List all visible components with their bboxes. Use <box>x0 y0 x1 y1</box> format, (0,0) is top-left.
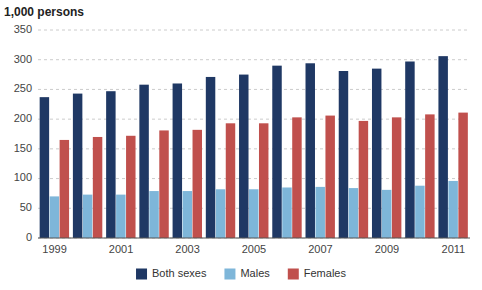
bar <box>40 97 49 238</box>
y-tick-label: 250 <box>14 82 32 94</box>
grid-line <box>38 238 470 239</box>
series <box>60 113 468 238</box>
bar <box>50 196 59 238</box>
bar <box>139 85 148 238</box>
bar <box>239 75 248 238</box>
bar <box>382 190 391 238</box>
bar <box>106 91 115 238</box>
bar <box>60 140 69 238</box>
grid-line <box>38 59 470 60</box>
bar <box>93 137 102 238</box>
bar <box>73 94 82 238</box>
y-tick-label: 150 <box>14 142 32 154</box>
legend-swatch <box>224 269 235 280</box>
bar <box>216 189 225 238</box>
x-tick-label: 2001 <box>109 243 133 255</box>
legend-label: Females <box>304 267 347 279</box>
legend: Both sexes Males Females <box>136 267 346 280</box>
bar <box>315 187 324 238</box>
bar <box>415 186 424 238</box>
bar <box>126 136 135 238</box>
x-tick-labels: 1999 2001 2003 2005 2007 2009 2011 <box>42 243 465 255</box>
y-axis-label: 1,000 persons <box>4 5 84 19</box>
bar <box>149 191 158 238</box>
bar <box>339 71 348 238</box>
y-tick-label: 100 <box>14 171 32 183</box>
bar <box>83 195 92 238</box>
y-tick-label: 300 <box>14 53 32 65</box>
bar <box>226 123 235 238</box>
y-tick-label: 350 <box>14 23 32 35</box>
bar <box>392 117 401 238</box>
y-tick-label: 50 <box>20 201 32 213</box>
legend-swatch <box>136 269 147 280</box>
x-tick-label: 2009 <box>375 243 399 255</box>
bar <box>425 114 434 238</box>
bar <box>458 113 467 238</box>
bar <box>282 187 291 238</box>
bar <box>259 123 268 238</box>
x-tick-label: 2007 <box>308 243 332 255</box>
series <box>40 56 448 238</box>
bar <box>249 189 258 238</box>
bar <box>272 66 281 238</box>
legend-item: Females <box>288 267 347 280</box>
y-tick-label: 200 <box>14 112 32 124</box>
chart: 0 50 100 150 200 250 300 350 1999 2001 2003 2005 200… <box>0 0 482 290</box>
legend-item: Males <box>224 267 270 280</box>
bar <box>448 181 457 238</box>
x-tick-label: 2003 <box>175 243 199 255</box>
bar <box>325 116 334 238</box>
bars <box>40 56 468 238</box>
bar <box>372 69 381 238</box>
bar <box>292 117 301 238</box>
grid-line <box>38 30 470 31</box>
legend-label: Males <box>240 267 270 279</box>
legend-swatch <box>288 269 299 280</box>
x-tick-label: 1999 <box>42 243 66 255</box>
x-axis-line <box>38 238 470 239</box>
bar <box>405 61 414 238</box>
y-tick-labels: 0 50 100 150 200 250 300 350 <box>14 23 32 243</box>
legend-item: Both sexes <box>136 267 207 280</box>
bar <box>438 56 447 238</box>
bar <box>306 63 315 238</box>
bar <box>206 77 215 238</box>
legend-label: Both sexes <box>152 267 207 279</box>
bar <box>159 130 168 238</box>
chart-container: 0 50 100 150 200 250 300 350 1999 2001 2003 2005 200… <box>0 0 482 290</box>
x-tick-label: 2005 <box>242 243 266 255</box>
bar <box>349 188 358 238</box>
y-tick-label: 0 <box>26 231 32 243</box>
bar <box>193 130 202 238</box>
grid <box>38 30 470 238</box>
bar <box>116 195 125 238</box>
x-tick-label: 2011 <box>442 243 466 255</box>
bar <box>359 121 368 238</box>
bar <box>173 83 182 238</box>
bar <box>183 191 192 238</box>
